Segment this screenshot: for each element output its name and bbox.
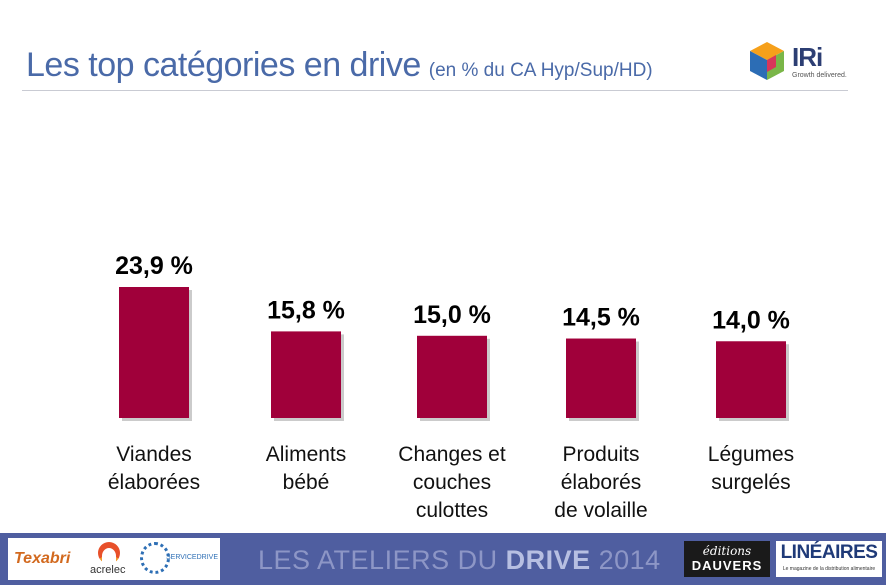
iri-logo-tagline: Growth delivered. xyxy=(792,72,847,79)
category-label: Viandes xyxy=(116,443,192,466)
bar-chart: 23,9 % Viandes élaborées 15,8 % Aliments bébé… xyxy=(108,252,794,522)
publisher-lineaires-logo: LINÉAIRES Le magazine de la distribution… xyxy=(776,541,882,577)
sponsor-acrelec-label: acrelec xyxy=(90,564,126,576)
chart-title-block: Les top catégories en drive (en % du CA H… xyxy=(26,46,653,85)
category-label: surgelés xyxy=(711,471,790,494)
category-label: Produits xyxy=(562,443,639,466)
iri-logo: IRi Growth delivered. xyxy=(746,40,856,86)
servicedrive-globe-icon xyxy=(140,542,170,574)
category-label: de volaille xyxy=(554,499,647,522)
category-label: élaborés xyxy=(561,471,642,494)
data-label: 15,0 % xyxy=(413,301,491,329)
category-label: Légumes xyxy=(708,443,794,466)
data-label: 15,8 % xyxy=(267,296,345,324)
bar xyxy=(271,331,341,418)
chart-title: Les top catégories en drive xyxy=(26,46,421,84)
data-label: 23,9 % xyxy=(115,252,193,280)
title-divider xyxy=(22,90,848,91)
category-label: Changes et xyxy=(398,443,506,466)
sponsor-acrelec: acrelec xyxy=(90,540,130,578)
event-title: LES ATELIERS DU DRIVE 2014 xyxy=(258,545,661,575)
category-label: élaborées xyxy=(108,471,200,494)
category-label: culottes xyxy=(416,499,488,522)
chart-subtitle: (en % du CA Hyp/Sup/HD) xyxy=(428,60,653,81)
data-label: 14,5 % xyxy=(562,304,640,332)
sponsor-logos: Texabri acrelec SERVICEDRIVE xyxy=(8,538,220,580)
bar xyxy=(566,338,636,418)
category-label: Aliments xyxy=(266,443,347,466)
sponsor-texabri: Texabri xyxy=(14,550,71,567)
bar xyxy=(119,287,189,418)
sponsor-servicedrive-label: SERVICEDRIVE xyxy=(166,554,218,561)
bar xyxy=(417,335,487,418)
category-label: bébé xyxy=(283,471,330,494)
iri-logo-wordmark: IRi xyxy=(792,42,823,72)
publisher-dauvers-logo: éditions DAUVERS xyxy=(684,541,770,577)
category-label: couches xyxy=(413,471,491,494)
footer-banner: Texabri acrelec SERVICEDRIVE LES ATELIER… xyxy=(0,533,886,585)
data-label: 14,0 % xyxy=(712,306,790,334)
bar xyxy=(716,341,786,418)
iri-cube-icon xyxy=(750,42,784,80)
